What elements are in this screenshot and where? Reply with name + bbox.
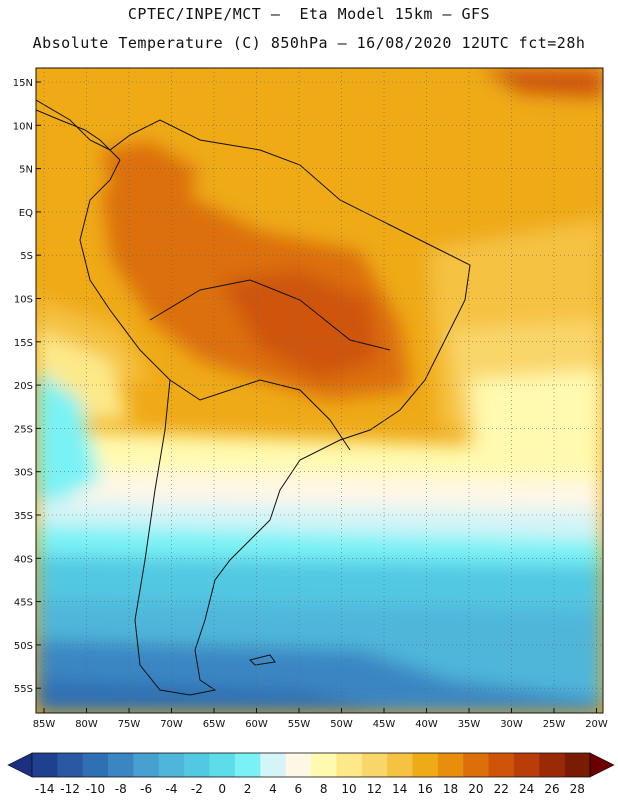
colorbar-label: -2	[191, 782, 203, 796]
colorbar-swatch	[234, 753, 261, 777]
colorbar-label: -14	[35, 782, 55, 796]
colorbar-label: 24	[519, 782, 534, 796]
colorbar-label: 26	[544, 782, 559, 796]
colorbar: -14 -12 -10 -8 -6 -4 -2 0 2 4 6 8 10 12 14 16 18 20 22 24 26…	[7, 752, 615, 796]
colorbar-swatch	[336, 753, 363, 777]
colorbar-label: 6	[294, 782, 302, 796]
lat-tick-label: 45S	[14, 598, 33, 609]
lat-tick-label: 55S	[14, 684, 33, 695]
colorbar-label: 2	[244, 782, 252, 796]
colorbar-label: 16	[417, 782, 432, 796]
colorbar-swatch	[260, 753, 286, 777]
temperature-field	[36, 68, 603, 713]
lon-tick-label: 55W	[288, 719, 311, 730]
colorbar-swatch	[285, 753, 312, 777]
colorbar-swatch	[158, 753, 185, 777]
lon-tick-label: 40W	[415, 719, 438, 730]
colorbar-label: 10	[341, 782, 356, 796]
lat-tick-label: EQ	[19, 208, 33, 219]
lon-tick-label: 45W	[373, 719, 396, 730]
chart-title-line1: CPTEC/INPE/MCT – Eta Model 15km – GFS	[127, 5, 491, 23]
latitude-labels: 15N 10N 5N EQ 5S 10S 15S 20S 25S 30S 35S 40S 45S 50S 5…	[13, 78, 41, 695]
colorbar-swatch	[82, 753, 109, 777]
colorbar-label: 12	[367, 782, 382, 796]
lat-tick-label: 10S	[14, 295, 33, 306]
colorbar-label: 20	[468, 782, 483, 796]
lat-tick-label: 5N	[19, 165, 33, 176]
lat-tick-label: 50S	[14, 641, 33, 652]
colorbar-label: -8	[115, 782, 127, 796]
colorbar-label: 22	[494, 782, 509, 796]
graticule	[36, 68, 603, 713]
colorbar-swatch	[412, 753, 439, 777]
colorbar-swatch	[311, 753, 337, 777]
lon-tick-label: 60W	[245, 719, 268, 730]
colorbar-border	[31, 752, 591, 778]
lat-tick-label: 20S	[14, 381, 33, 392]
lat-tick-label: 40S	[14, 554, 33, 565]
colorbar-swatch	[108, 753, 134, 777]
lat-tick-label: 15N	[13, 78, 33, 89]
lat-tick-label: 35S	[14, 511, 33, 522]
colorbar-label: 4	[269, 782, 277, 796]
colorbar-swatch	[539, 753, 565, 777]
colorbar-label: 18	[443, 782, 458, 796]
lon-tick-label: 35W	[458, 719, 481, 730]
longitude-labels: 85W 80W 75W 70W 65W 60W 55W 50W 45W 40W 35W 30W 25W 2…	[33, 708, 608, 730]
colorbar-swatch	[513, 753, 540, 777]
colorbar-label: 0	[218, 782, 226, 796]
lon-tick-label: 50W	[330, 719, 353, 730]
lon-tick-label: 80W	[75, 719, 98, 730]
lon-tick-label: 30W	[500, 719, 523, 730]
lon-tick-label: 20W	[585, 719, 608, 730]
colorbar-swatch	[488, 753, 515, 777]
colorbar-swatch	[361, 753, 388, 777]
colorbar-swatch	[184, 753, 210, 777]
lon-tick-label: 65W	[203, 719, 226, 730]
map-frame	[35, 67, 604, 714]
lon-tick-label: 85W	[33, 719, 56, 730]
lon-tick-label: 25W	[543, 719, 566, 730]
lat-tick-label: 10N	[13, 121, 33, 132]
colorbar-swatch	[437, 753, 464, 777]
lat-tick-label: 15S	[14, 338, 33, 349]
colorbar-swatch	[32, 753, 58, 777]
lat-tick-label: 25S	[14, 424, 33, 435]
lat-tick-label: 30S	[14, 468, 33, 479]
chart-title-line2: Absolute Temperature (C) 850hPa – 16/08/…	[32, 34, 586, 52]
colorbar-swatch	[57, 753, 84, 777]
colorbar-swatch	[564, 753, 591, 777]
colorbar-low-arrow	[7, 752, 33, 778]
colorbar-label: 28	[570, 782, 585, 796]
colorbar-label: -4	[166, 782, 178, 796]
colorbar-label: -12	[60, 782, 80, 796]
colorbar-swatch	[387, 753, 413, 777]
lon-tick-label: 75W	[118, 719, 141, 730]
colorbar-swatch	[463, 753, 489, 777]
colorbar-label: 14	[392, 782, 407, 796]
lat-tick-label: 5S	[20, 251, 33, 262]
colorbar-label: -10	[86, 782, 106, 796]
colorbar-high-arrow	[589, 752, 615, 778]
colorbar-swatch	[209, 753, 236, 777]
lon-tick-label: 70W	[160, 719, 183, 730]
colorbar-swatch	[133, 753, 160, 777]
colorbar-label: -6	[140, 782, 152, 796]
colorbar-label: 8	[320, 782, 328, 796]
